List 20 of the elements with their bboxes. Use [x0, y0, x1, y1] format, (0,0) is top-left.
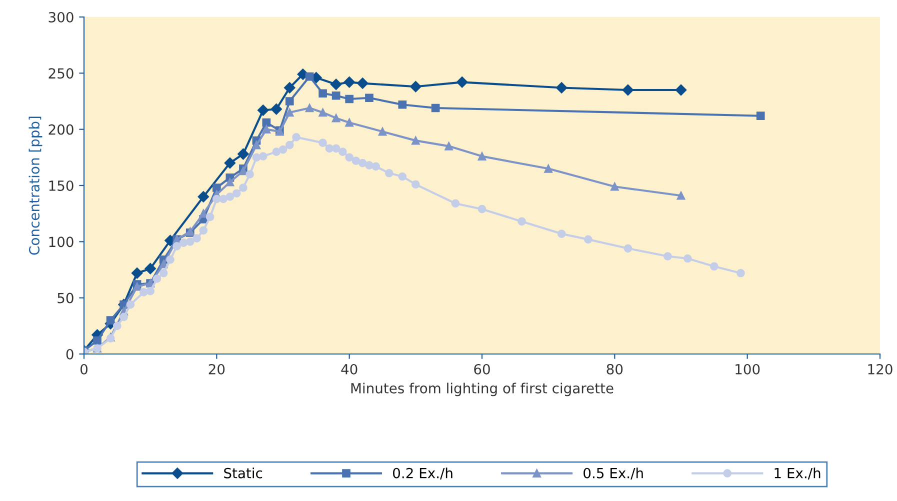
legend-label: 0.2 Ex./h — [393, 468, 452, 480]
x-tick-label: 100 — [736, 364, 760, 374]
y-tick-label: 300 — [48, 12, 74, 22]
x-tick-label: 80 — [606, 364, 623, 374]
y-tick-label: 200 — [48, 124, 74, 135]
y-axis-title: Concentration [ppb] — [28, 116, 42, 255]
x-axis-title: Minutes from lighting of first cigarette — [351, 382, 614, 396]
y-tick-label: 50 — [58, 292, 74, 304]
x-tick-label: 60 — [474, 364, 490, 374]
x-tick-label: 20 — [208, 364, 225, 374]
legend-label: Static — [224, 468, 262, 478]
x-tick-label: 0 — [80, 364, 88, 374]
legend-label: 1 Ex./h — [774, 468, 820, 480]
y-tick-label: 100 — [49, 236, 74, 248]
y-tick-label: 0 — [66, 348, 74, 360]
y-tick-label: 150 — [49, 180, 74, 191]
x-tick-label: 120 — [868, 364, 892, 374]
x-tick-label: 40 — [341, 364, 358, 374]
y-tick-label: 250 — [48, 68, 74, 79]
legend-label: 0.5 Ex./h — [584, 468, 643, 480]
